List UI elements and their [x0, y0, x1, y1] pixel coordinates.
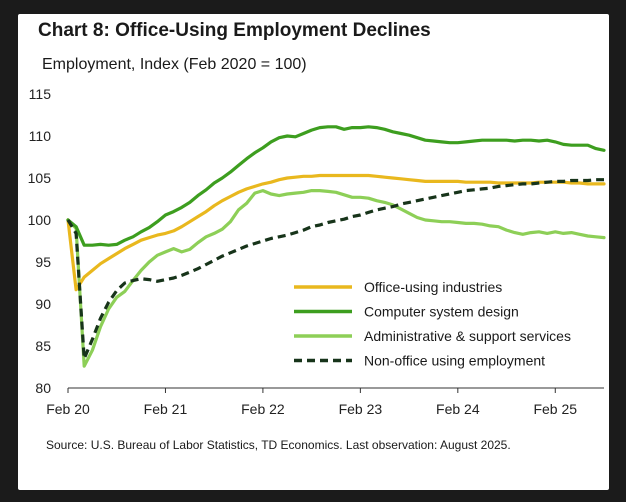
legend-label: Administrative & support services [364, 328, 571, 344]
series-line-1 [66, 125, 606, 247]
series-line-0 [66, 173, 606, 292]
series-line-2 [66, 189, 606, 368]
chart-legend: Office-using industries Computer system d… [294, 279, 571, 369]
y-tick-label: 95 [35, 254, 51, 270]
chart-title: Chart 8: Office-Using Employment Decline… [38, 20, 431, 41]
x-tick-label: Feb 21 [144, 401, 188, 417]
chart-lines [66, 125, 606, 368]
y-tick-label: 80 [35, 380, 51, 396]
y-axis-label: Employment, Index (Feb 2020 = 100) [42, 56, 307, 73]
x-tick-label: Feb 25 [533, 401, 577, 417]
y-tick-label: 85 [35, 338, 51, 354]
legend-label: Computer system design [364, 304, 519, 320]
x-tick-label: Feb 22 [241, 401, 285, 417]
legend-label: Office-using industries [364, 279, 502, 295]
x-tick-label: Feb 23 [339, 401, 383, 417]
x-tick-label: Feb 20 [46, 401, 90, 417]
y-tick-label: 105 [28, 170, 52, 186]
y-tick-label: 110 [29, 128, 52, 144]
chart-axes: 80 85 90 95 100 105 110 115 Feb 20 Feb 21 Feb 22 Fe… [28, 86, 604, 417]
y-tick-label: 90 [35, 296, 51, 312]
legend-label: Non-office using employment [364, 353, 545, 369]
y-tick-label: 115 [29, 86, 52, 102]
chart-source-note: Source: U.S. Bureau of Labor Statistics,… [46, 438, 511, 452]
y-tick-label: 100 [28, 212, 52, 228]
x-tick-label: Feb 24 [436, 401, 480, 417]
series-line-3 [66, 178, 604, 361]
